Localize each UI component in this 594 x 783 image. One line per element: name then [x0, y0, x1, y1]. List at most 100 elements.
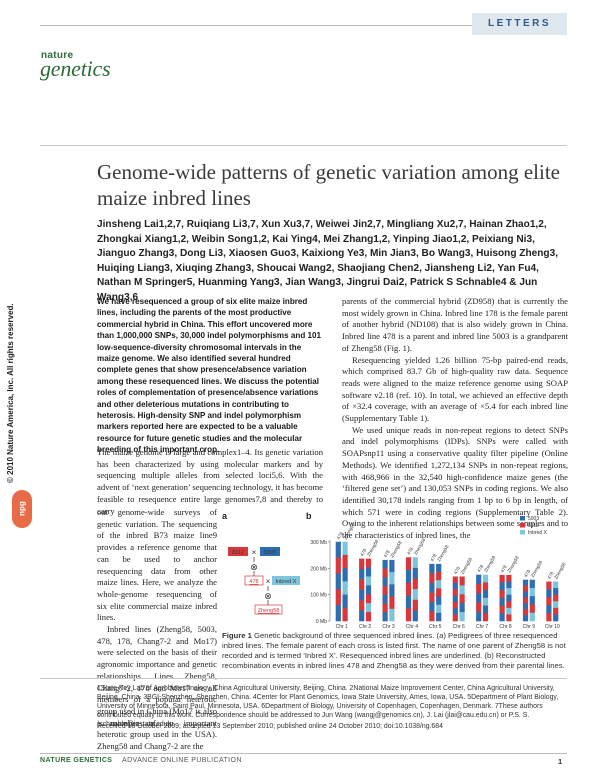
article-title: Genome-wide patterns of genetic variatio… [97, 160, 560, 210]
bar-label: 478 [500, 564, 508, 574]
chromosome-segment [459, 594, 465, 604]
pedigree-label-inbred-x: Inbred X [276, 579, 297, 585]
chromosome-segment [429, 611, 435, 622]
chromosome-segment [335, 605, 341, 622]
chromosome-segment [436, 580, 442, 589]
bar-label: Zheng58 [436, 544, 450, 563]
category-label: Chr 5 [429, 624, 441, 630]
chromosome-segment [546, 581, 552, 590]
chromosome-segment [405, 608, 412, 622]
chromosome-segment [506, 614, 512, 622]
bar-label: 478 [453, 565, 461, 575]
bar-label: 478 [546, 570, 554, 580]
chromosome-segment [499, 574, 505, 583]
category-label: Chr 3 [382, 624, 394, 630]
legend-label: 5003 [528, 516, 539, 522]
chromosome-segment [522, 609, 529, 616]
chromosome-segment [342, 554, 348, 569]
chromosome-segment [499, 582, 505, 591]
chromosome-segment [429, 563, 435, 574]
chromosome-segment [499, 605, 505, 614]
chromosome-segment [476, 602, 482, 613]
npg-logo: npg [12, 490, 32, 528]
y-tick-label: 100 Mb [310, 593, 327, 599]
pedigree-node-5003 [260, 547, 280, 556]
chromosome-segment [359, 568, 365, 580]
legend-swatch [520, 523, 525, 528]
chromosome-segment [452, 601, 458, 609]
chromosome-segment [459, 612, 465, 622]
paragraph: out genome-wide surveys of genetic varia… [97, 507, 217, 623]
chromosome-segment [476, 611, 482, 622]
paragraph: The maize genome is large and complex1–4… [97, 447, 323, 516]
chromosome-segment [335, 541, 341, 558]
chromosome-segment [436, 596, 442, 605]
chromosome-segment [499, 590, 505, 599]
paragraph: We used unique reads in non-repeat regio… [342, 424, 568, 541]
chromosome-segment [506, 574, 512, 582]
chromosome-segment [429, 573, 435, 584]
author-list: Jinsheng Lai1,2,7, Ruiqiang Li3,7, Xun X… [97, 219, 559, 303]
npg-logo-text: npg [17, 501, 27, 516]
chromosome-segment [452, 614, 458, 622]
y-tick-label: 0 Mb [316, 619, 327, 625]
pedigree-label-8112: 8112 [232, 550, 244, 556]
chromosome-segment [365, 603, 372, 613]
paragraph: parents of the commercial hybrid (ZD958)… [342, 296, 568, 353]
self-symbol: ⊗ [250, 562, 258, 572]
chromosome-segment [522, 603, 529, 610]
bar-label: Zheng58 [389, 540, 403, 559]
chromosome-segment [482, 590, 489, 599]
pedigree-node-478 [244, 575, 264, 586]
chromosome-segment [382, 586, 388, 596]
chromosome-segment [452, 589, 458, 596]
bar-label: Zheng58 [553, 561, 567, 580]
chromosome-segment [506, 581, 512, 589]
chromosome-segment [482, 582, 489, 591]
chromosome-segment [436, 563, 442, 573]
page-number: 1 [558, 757, 563, 766]
y-tick-label: 200 Mb [310, 566, 327, 572]
chromosome-segment [365, 612, 372, 622]
chromosome-segment [506, 588, 512, 595]
chromosome-segment [382, 568, 388, 578]
chromosome-segment [452, 576, 458, 584]
chromosome-segment [365, 567, 372, 577]
bar-label: Zheng58 [343, 522, 357, 541]
chromosome-segment [529, 579, 535, 589]
chromosome-segment [506, 607, 512, 615]
section-band [472, 13, 567, 35]
chromosome-segment [529, 612, 535, 622]
paragraph: Inbred lines (Zheng58, 5003, 478, 178, C… [97, 624, 217, 752]
chromosome-segment [546, 605, 552, 614]
chromosome-segment [359, 589, 365, 601]
chromosome-segment [382, 612, 388, 622]
chromosome-segment [429, 582, 435, 593]
chromosome-segment [436, 588, 442, 597]
bar-label: Zheng58 [366, 538, 380, 557]
chromosome-segment [499, 613, 505, 622]
chromosome-segment [452, 582, 458, 590]
chromosome-segment [335, 557, 341, 574]
chromosome-segment [382, 594, 388, 604]
chromosome-segment [553, 607, 559, 615]
figure-panel-b-label: b [306, 511, 312, 521]
chromosome-segment [546, 589, 552, 598]
bar-label: 478 [383, 549, 391, 559]
chromosome-segment [342, 541, 348, 556]
footer-journal: NATURE GENETICS [40, 757, 113, 764]
journal-logo-bottom: genetics [40, 56, 111, 81]
pedigree-node-zheng58 [254, 604, 283, 615]
chromosome-segment [335, 589, 341, 606]
legend-label: Inbred X [528, 530, 548, 536]
cross-symbol: × [266, 577, 271, 586]
chromosome-segment [553, 601, 559, 609]
chromosome-segment [476, 583, 482, 594]
affiliation-rule [40, 678, 567, 679]
chromosome-segment [499, 597, 505, 606]
chromosome-segment [365, 594, 372, 604]
chromosome-segment [365, 558, 372, 568]
header-rule [40, 25, 567, 26]
chromosome-segment [365, 585, 372, 595]
chromosome-segment [342, 568, 348, 582]
